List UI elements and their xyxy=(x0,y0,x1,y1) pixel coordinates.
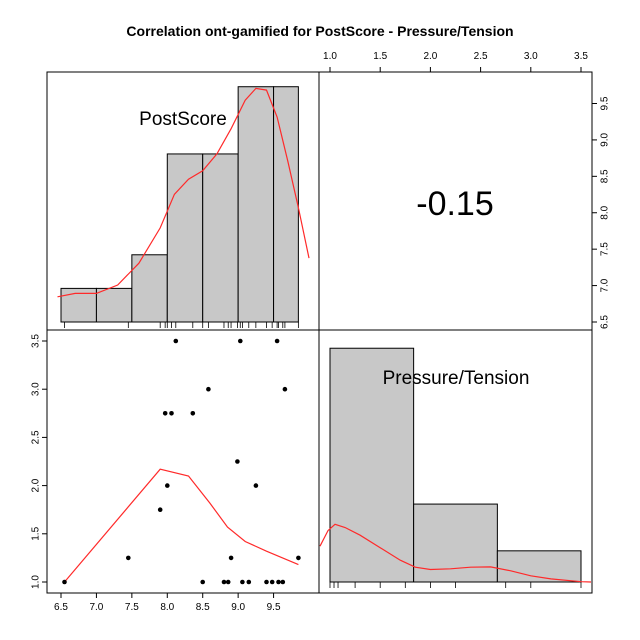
chart-title: Correlation ont-gamified for PostScore -… xyxy=(126,23,513,39)
scatter-point xyxy=(221,579,227,585)
top-axis-tick-label: 3.5 xyxy=(574,51,588,62)
postscore-bar xyxy=(273,86,299,323)
scatter-point xyxy=(62,579,67,585)
scatter-point xyxy=(253,483,259,488)
postscore-density-curve xyxy=(57,87,310,298)
scatter-point xyxy=(206,386,211,392)
scatter-point xyxy=(296,555,301,561)
histogram-pressure-group: Pressure/Tension xyxy=(319,347,592,588)
right-axis-tick-label: 8.5 xyxy=(600,169,611,183)
postscore-bar xyxy=(166,153,204,323)
right-axis-tick-label: 8.0 xyxy=(600,205,611,219)
right-axis-tick-label: 6.5 xyxy=(600,315,611,329)
top-axis-tick-label: 1.0 xyxy=(323,51,337,62)
y-axis-tick-label: 3.5 xyxy=(31,334,42,348)
pressure-label: Pressure/Tension xyxy=(383,368,530,389)
axes-group: 6.5 7.0 7.5 8.0 8.5 9.0 9.5 1.0 1.5 2.0 2.5 3.0 3.5 1… xyxy=(31,51,611,613)
x-axis-tick-label: 8.5 xyxy=(196,602,210,613)
top-axis-tick-label: 3.0 xyxy=(524,51,538,62)
x-axis-tick-label: 7.0 xyxy=(89,602,103,613)
scatter-point xyxy=(190,411,196,416)
x-axis-tick-label: 8.0 xyxy=(160,602,174,613)
scatter-point xyxy=(246,579,252,585)
scatter-point xyxy=(280,579,286,585)
scatter-point xyxy=(162,411,168,416)
scatter-point xyxy=(235,459,240,464)
scatter-point xyxy=(264,579,269,585)
postscore-bar xyxy=(131,254,168,323)
correlation-group: -0.15 xyxy=(416,185,494,223)
panel-scatter xyxy=(46,329,320,594)
postscore-bar xyxy=(95,287,133,323)
x-axis-tick-label: 6.5 xyxy=(54,602,68,613)
pressure-bar xyxy=(413,503,498,583)
y-axis-tick-label: 2.0 xyxy=(31,478,42,492)
correlation-value: -0.15 xyxy=(416,185,494,223)
scatter-point xyxy=(157,507,163,512)
scatter-point xyxy=(126,555,131,561)
right-axis-tick-label: 9.5 xyxy=(600,96,611,110)
x-axis-tick-label: 9.5 xyxy=(267,602,281,613)
panel-correlation xyxy=(318,71,593,331)
postscore-bar xyxy=(237,86,275,323)
y-axis-tick-label: 1.5 xyxy=(31,526,42,540)
pressure-density-curve xyxy=(319,523,592,583)
top-axis-tick-label: 1.5 xyxy=(373,51,387,62)
scatter-point xyxy=(282,386,288,392)
y-axis-tick-label: 1.0 xyxy=(31,575,42,589)
scatter-point xyxy=(269,579,275,585)
scatter-smooth-curve xyxy=(64,468,299,583)
scatter-point xyxy=(165,483,170,488)
right-axis-tick-label: 7.0 xyxy=(600,278,611,292)
scatter-point xyxy=(225,579,231,585)
scatter-group xyxy=(62,338,301,585)
histogram-postscore-group: PostScore xyxy=(57,86,310,328)
scatter-point xyxy=(240,579,245,585)
scatter-point xyxy=(238,338,243,344)
y-axis-tick-label: 3.0 xyxy=(31,382,42,396)
x-axis-tick-label: 7.5 xyxy=(125,602,139,613)
right-axis-tick-label: 9.0 xyxy=(600,133,611,147)
top-axis-tick-label: 2.0 xyxy=(423,51,437,62)
postscore-bar xyxy=(202,153,239,323)
scatter-point xyxy=(274,338,280,344)
right-axis-tick-label: 7.5 xyxy=(600,242,611,256)
x-axis-tick-label: 9.0 xyxy=(231,602,245,613)
scatter-point xyxy=(169,411,174,416)
y-axis-tick-label: 2.5 xyxy=(31,430,42,444)
postscore-label: PostScore xyxy=(139,109,227,130)
top-axis-tick-label: 2.5 xyxy=(474,51,488,62)
scatter-point xyxy=(276,579,281,585)
scatter-point xyxy=(173,338,179,344)
scatter-point xyxy=(200,579,205,585)
scatter-point xyxy=(228,555,234,561)
